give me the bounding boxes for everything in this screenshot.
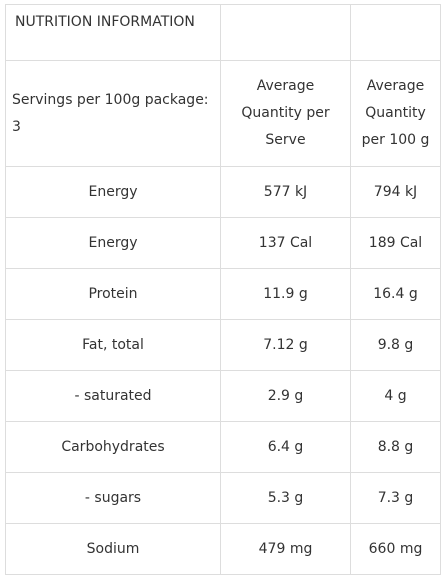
column-header-per-serve: Average Quantity per Serve (220, 60, 351, 167)
value-per-serve: 479 mg (220, 523, 351, 575)
value-per-100g: 8.8 g (350, 421, 441, 473)
value-per-100g: 16.4 g (350, 268, 441, 320)
value-per-100g: 9.8 g (350, 319, 441, 371)
nutrient-name: Energy (5, 166, 221, 218)
servings-per-package: Servings per 100g package: 3 (5, 60, 221, 167)
nutrition-information-table: NUTRITION INFORMATION Servings per 100g … (5, 4, 441, 575)
value-per-serve: 2.9 g (220, 370, 351, 422)
table-row: Energy 137 Cal 189 Cal (5, 217, 441, 269)
value-per-serve: 137 Cal (220, 217, 351, 269)
table-row: Energy 577 kJ 794 kJ (5, 166, 441, 218)
nutrient-name: - sugars (5, 472, 221, 524)
table-row: - saturated 2.9 g 4 g (5, 370, 441, 422)
table-row: Fat, total 7.12 g 9.8 g (5, 319, 441, 371)
table-row: Sodium 479 mg 660 mg (5, 523, 441, 575)
value-per-100g: 7.3 g (350, 472, 441, 524)
value-per-serve: 5.3 g (220, 472, 351, 524)
value-per-serve: 577 kJ (220, 166, 351, 218)
empty-cell (220, 4, 351, 61)
nutrient-name: Fat, total (5, 319, 221, 371)
value-per-serve: 6.4 g (220, 421, 351, 473)
nutrient-name: Protein (5, 268, 221, 320)
value-per-serve: 7.12 g (220, 319, 351, 371)
empty-cell (350, 4, 441, 61)
value-per-100g: 4 g (350, 370, 441, 422)
table-title: NUTRITION INFORMATION (5, 4, 221, 61)
table-row: Protein 11.9 g 16.4 g (5, 268, 441, 320)
value-per-100g: 189 Cal (350, 217, 441, 269)
nutrient-name: Energy (5, 217, 221, 269)
nutrient-name: - saturated (5, 370, 221, 422)
nutrient-name: Sodium (5, 523, 221, 575)
value-per-100g: 660 mg (350, 523, 441, 575)
value-per-100g: 794 kJ (350, 166, 441, 218)
column-header-per-100g: Average Quantity per 100 g (350, 60, 441, 167)
table-row: - sugars 5.3 g 7.3 g (5, 472, 441, 524)
nutrient-name: Carbohydrates (5, 421, 221, 473)
table-row: Carbohydrates 6.4 g 8.8 g (5, 421, 441, 473)
column-header-row: Servings per 100g package: 3 Average Qua… (5, 60, 441, 167)
table-title-row: NUTRITION INFORMATION (5, 4, 441, 61)
value-per-serve: 11.9 g (220, 268, 351, 320)
